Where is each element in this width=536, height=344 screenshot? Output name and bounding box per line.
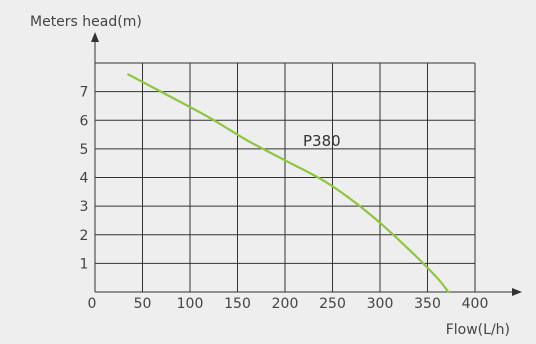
y-tick-label: 2	[80, 228, 89, 244]
grid	[95, 62, 476, 292]
y-tick-label: 3	[80, 199, 89, 215]
x-axis-arrow-icon	[512, 288, 522, 296]
x-tick-label: 350	[414, 296, 441, 312]
y-tick-label: 5	[80, 142, 89, 158]
x-tick-label: 400	[462, 296, 489, 312]
x-tick-label: 300	[367, 296, 394, 312]
y-tick-label: 1	[80, 256, 89, 272]
x-tick-label: 150	[224, 296, 251, 312]
x-tick-label: 200	[272, 296, 299, 312]
y-axis-label: Meters head(m)	[30, 14, 142, 30]
axes	[91, 32, 522, 296]
y-tick-label: 6	[80, 113, 89, 129]
series-label-p380: P380	[303, 132, 341, 150]
y-axis-arrow-icon	[91, 32, 99, 42]
x-tick-label: 250	[319, 296, 346, 312]
x-tick-label: 50	[134, 296, 152, 312]
x-axis-label: Flow(L/h)	[446, 322, 510, 338]
y-tick-label: 4	[80, 171, 89, 187]
x-tick-label: 0	[88, 296, 97, 312]
series-line-p380	[127, 73, 450, 294]
y-tick-label: 7	[80, 85, 89, 101]
x-tick-label: 100	[177, 296, 204, 312]
tick-labels: 0 50 100 150 200 250 300 350 400 1 2 3 4 5 6 7	[80, 85, 489, 312]
series	[127, 73, 450, 294]
